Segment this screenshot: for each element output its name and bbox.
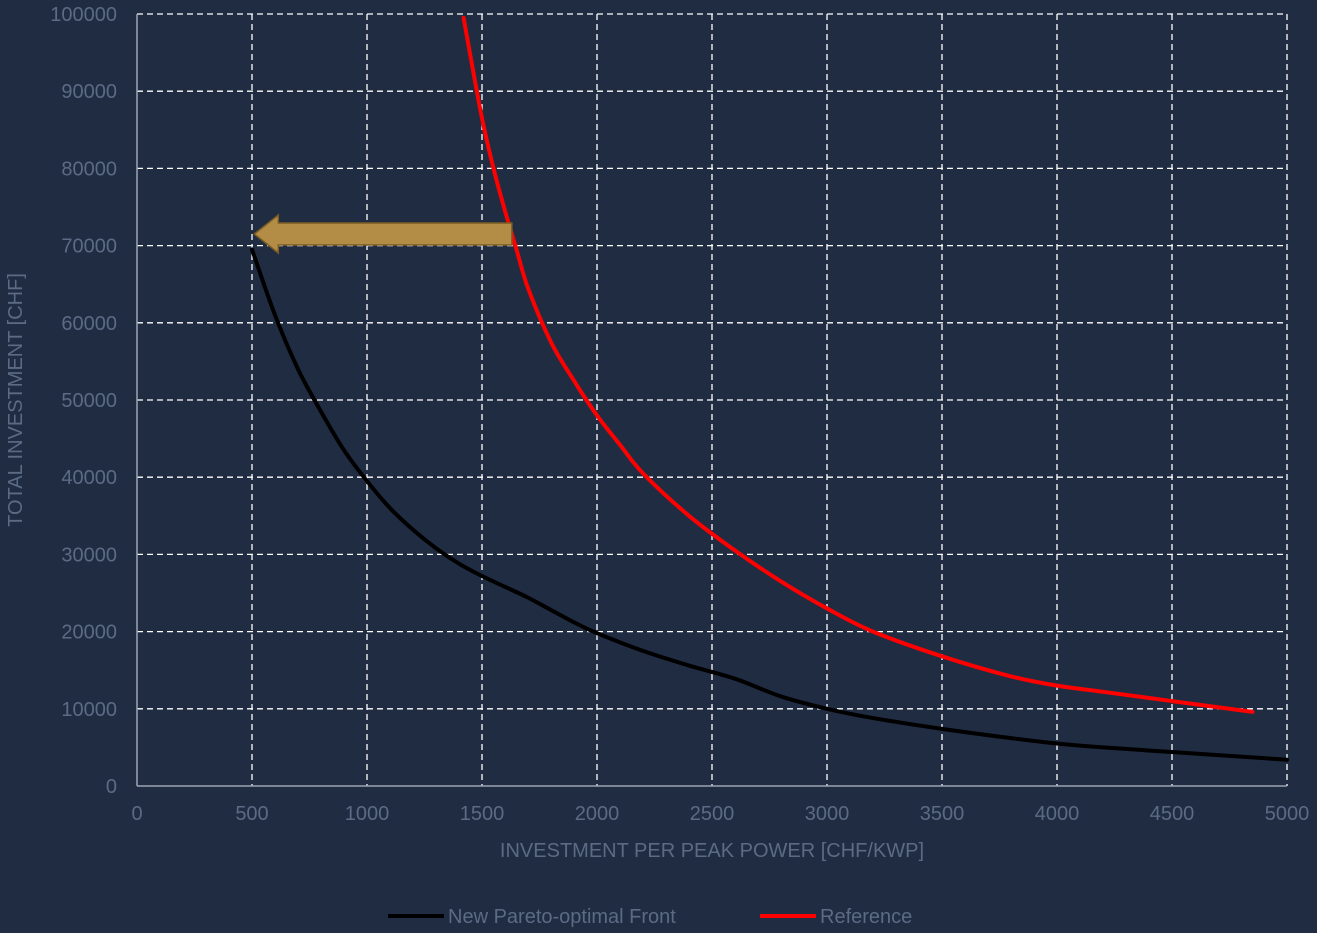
y-tick-label: 70000 bbox=[61, 236, 117, 258]
y-tick-label: 60000 bbox=[61, 313, 117, 335]
x-tick-label: 500 bbox=[235, 803, 268, 825]
legend-label-new-pareto-front: New Pareto-optimal Front bbox=[448, 906, 676, 928]
x-tick-label: 2500 bbox=[690, 803, 735, 825]
x-tick-label: 4000 bbox=[1035, 803, 1080, 825]
x-tick-label: 3000 bbox=[805, 803, 850, 825]
y-tick-label: 20000 bbox=[61, 622, 117, 644]
annotation-arrow bbox=[253, 213, 513, 255]
y-tick-label: 90000 bbox=[61, 81, 117, 103]
y-tick-label: 40000 bbox=[61, 467, 117, 489]
y-tick-label: 80000 bbox=[61, 158, 117, 180]
x-tick-label: 3500 bbox=[920, 803, 965, 825]
y-tick-label: 10000 bbox=[61, 699, 117, 721]
x-tick-label: 0 bbox=[131, 803, 142, 825]
x-tick-label: 4500 bbox=[1150, 803, 1195, 825]
x-axis-label: INVESTMENT PER PEAK POWER [CHF/KWP] bbox=[500, 840, 924, 862]
x-tick-label: 5000 bbox=[1265, 803, 1310, 825]
legend-label-reference: Reference bbox=[820, 906, 912, 928]
y-tick-label: 50000 bbox=[61, 390, 117, 412]
y-tick-label: 100000 bbox=[50, 4, 117, 26]
series-layer bbox=[250, 15, 1289, 762]
y-axis-label: TOTAL INVESTMENT [CHF] bbox=[5, 273, 27, 527]
legend: New Pareto-optimal Front Reference bbox=[388, 906, 912, 928]
axes-layer bbox=[136, 14, 1287, 787]
y-tick-label: 0 bbox=[106, 776, 117, 798]
annotation-layer bbox=[253, 213, 513, 255]
series-line-new-pareto-optimal-front bbox=[250, 247, 1289, 762]
x-tick-label: 1000 bbox=[345, 803, 390, 825]
tick-labels: 0 500 1000 1500 2000 2500 3000 3500 4000 4500 5000… bbox=[50, 4, 1309, 825]
x-tick-label: 2000 bbox=[575, 803, 620, 825]
x-tick-label: 1500 bbox=[460, 803, 505, 825]
y-tick-label: 30000 bbox=[61, 544, 117, 566]
series-line-reference bbox=[461, 15, 1255, 714]
